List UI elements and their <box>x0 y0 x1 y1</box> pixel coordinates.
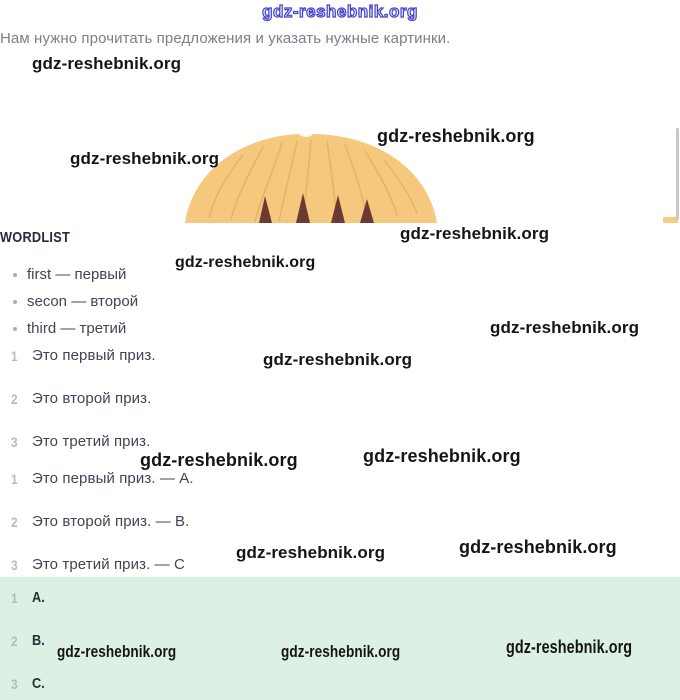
watermark: gdz-reshebnik.org <box>400 224 550 243</box>
watermark: gdz-reshebnik.org <box>377 126 535 146</box>
cropped-image-fragment <box>663 217 678 223</box>
list-row: 2 B. <box>0 632 680 650</box>
watermark: gdz-reshebnik.org <box>363 446 521 466</box>
row-text: Это третий приз. <box>32 433 151 450</box>
row-text: Это второй приз. <box>32 390 152 407</box>
answer-panel <box>0 577 680 700</box>
list-row: 3 Это третий приз. — С <box>0 556 680 574</box>
haystack-illustration <box>185 134 437 223</box>
row-text: Это второй приз. — В. <box>32 513 190 530</box>
row-number: 3 <box>11 434 18 450</box>
watermark: gdz-reshebnik.org <box>175 254 316 271</box>
row-number: 1 <box>11 590 18 606</box>
list-row: 1 Это первый приз. — А. <box>0 470 680 488</box>
haystack-dome <box>185 134 437 223</box>
wordlist-item-text: first — первый <box>27 266 127 283</box>
haystack-spikes <box>259 193 374 223</box>
wordlist-item: secon — второй <box>0 293 680 311</box>
row-number: 2 <box>11 633 18 649</box>
list-row: 1 Это первый приз. <box>0 347 680 365</box>
watermark: gdz-reshebnik.org <box>490 318 640 337</box>
row-text: Это первый приз. — А. <box>32 470 194 487</box>
watermark: gdz-reshebnik.org <box>459 537 617 557</box>
row-number: 2 <box>11 514 18 530</box>
bullet-icon <box>13 273 17 277</box>
answer-letter: A. <box>32 589 45 606</box>
scrollbar-thumb[interactable] <box>676 128 679 220</box>
wordlist-item: first — первый <box>0 266 680 284</box>
answer-letter: B. <box>32 632 45 649</box>
row-number: 3 <box>11 557 18 573</box>
watermark: gdz-reshebnik.org <box>70 149 220 168</box>
wordlist-item: third — третий <box>0 320 680 338</box>
watermark: gdz-reshebnik.org <box>140 450 298 470</box>
wordlist-heading: WORDLIST <box>0 229 71 246</box>
watermark: gdz-reshebnik.org <box>32 54 182 73</box>
watermark-top: gdz-reshebnik.org <box>261 1 418 21</box>
row-number: 1 <box>11 348 18 364</box>
watermark: gdz-reshebnik.org <box>57 642 177 661</box>
scrollbar-track[interactable] <box>674 0 680 700</box>
task-instruction: Нам нужно прочитать предложения и указат… <box>0 30 451 47</box>
wordlist-item-text: secon — второй <box>27 293 139 310</box>
list-row: 3 C. <box>0 675 680 693</box>
answer-letter: C. <box>32 675 45 692</box>
row-number: 2 <box>11 391 18 407</box>
list-row: 2 Это второй приз. <box>0 390 680 408</box>
row-text: Это третий приз. — С <box>32 556 185 573</box>
list-row: 2 Это второй приз. — В. <box>0 513 680 531</box>
bullet-icon <box>13 300 17 304</box>
list-row: 1 A. <box>0 589 680 607</box>
row-number: 3 <box>11 676 18 692</box>
wordlist-item-text: third — третий <box>27 320 127 337</box>
list-row: 3 Это третий приз. <box>0 433 680 451</box>
row-number: 1 <box>11 471 18 487</box>
watermark: gdz-reshebnik.org <box>263 350 413 369</box>
watermark: gdz-reshebnik.org <box>506 637 633 657</box>
row-text: Это первый приз. <box>32 347 156 364</box>
watermark: gdz-reshebnik.org <box>236 543 386 562</box>
watermark: gdz-reshebnik.org <box>281 642 401 661</box>
bullet-icon <box>13 327 17 331</box>
